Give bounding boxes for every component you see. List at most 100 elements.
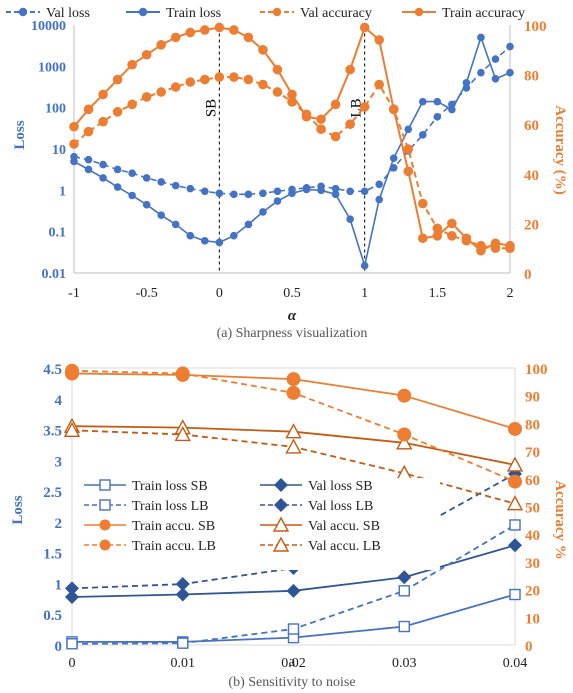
y-tick-label: 0.1 — [49, 226, 67, 241]
data-point — [375, 195, 384, 204]
legend-label: Val accu. LB — [308, 539, 381, 554]
data-point — [330, 99, 341, 110]
data-point — [98, 89, 108, 100]
data-point — [273, 197, 282, 205]
data-point — [230, 190, 238, 199]
legend-label: Train accu. SB — [132, 519, 215, 534]
legend-entry: Val accuracy — [260, 6, 372, 21]
data-point — [142, 174, 151, 182]
data-point — [83, 104, 94, 115]
data-point — [316, 114, 326, 125]
legend-entry: Val accu. SB — [260, 516, 380, 534]
data-point — [65, 581, 79, 596]
y-tick-label: 4.5 — [43, 362, 62, 378]
legend-entry: Train loss LB — [84, 499, 209, 514]
x-tick-label: 0.03 — [392, 656, 417, 671]
data-point — [388, 104, 399, 115]
y2label-b: Accuracy % — [552, 480, 568, 560]
data-point — [397, 570, 412, 585]
data-point — [177, 637, 189, 649]
caption-a: (a) Sharpness visualization — [217, 326, 368, 341]
data-point — [113, 183, 122, 191]
x-tick-label: 0 — [216, 286, 223, 301]
caption-b: (b) Sensitivity to noise — [228, 675, 355, 690]
y2-tick-label: 20 — [525, 584, 540, 600]
y2-tick-label: 40 — [524, 168, 539, 184]
x-tick-label: 0.5 — [283, 286, 301, 301]
legend-entry: Train loss SB — [84, 479, 208, 494]
y-tick-label: 0.01 — [42, 267, 67, 282]
data-point — [302, 185, 311, 194]
data-point — [215, 189, 224, 198]
legend-swatch-marker — [99, 479, 111, 491]
data-point — [419, 131, 427, 139]
legend-swatch-marker — [274, 478, 288, 492]
y2-tick-label: 60 — [525, 473, 540, 489]
legend-swatch-marker — [99, 499, 111, 511]
data-point — [170, 32, 181, 43]
x-tick-label: 0.01 — [171, 656, 196, 671]
y-tick-label: 1000 — [38, 60, 66, 75]
legend-a: Val loss Train loss Val accuracy Train accu… — [6, 6, 525, 21]
data-point — [84, 165, 93, 174]
data-point — [66, 638, 78, 650]
data-point — [448, 105, 456, 114]
y-tick-label: 3 — [55, 454, 63, 470]
x-tick-label: 1 — [361, 286, 368, 301]
data-point — [418, 198, 428, 209]
data-point — [288, 189, 296, 198]
data-point — [171, 220, 180, 229]
ylabel-a: Loss — [12, 120, 28, 149]
data-point — [396, 434, 413, 450]
data-point — [174, 426, 191, 442]
data-point — [175, 587, 190, 602]
y-tick-label: 1 — [59, 184, 66, 199]
y-tick-label: 2.5 — [43, 485, 62, 501]
data-point — [476, 245, 486, 256]
data-point — [112, 74, 123, 85]
data-point — [462, 78, 471, 87]
data-point — [65, 589, 79, 604]
data-point — [447, 218, 457, 229]
data-point — [84, 155, 93, 164]
data-point — [127, 99, 137, 110]
series-a — [69, 22, 515, 270]
legend-entry: Train loss — [126, 6, 221, 21]
data-point — [506, 42, 514, 51]
data-point — [331, 190, 340, 199]
legend-entry: Train accuracy — [402, 6, 525, 21]
legend-swatch-marker — [99, 539, 111, 551]
data-point — [403, 144, 414, 154]
legend-swatch-marker — [414, 7, 424, 17]
data-point — [186, 231, 195, 240]
y2label-a: Accuracy (%) — [552, 105, 568, 195]
y2-tick-label: 50 — [525, 501, 540, 517]
data-point — [128, 191, 136, 200]
legend-label: Val accu. SB — [308, 519, 380, 534]
series-train-loss-lb — [66, 519, 521, 650]
data-point — [317, 186, 325, 195]
data-point — [490, 238, 501, 249]
data-point — [175, 366, 190, 381]
data-point — [69, 139, 79, 149]
legend-entry: Train accu. LB — [84, 539, 216, 554]
legend-swatch-marker — [99, 519, 111, 531]
data-point — [244, 220, 253, 229]
legend-swatch-marker — [18, 7, 28, 17]
legend-entry: Train accu. SB — [84, 519, 215, 534]
x-tick-label: 0.02 — [281, 656, 306, 671]
series-train-accuracy — [69, 22, 515, 256]
data-point — [345, 119, 355, 129]
data-point — [142, 200, 151, 209]
y2-tick-label: 0 — [525, 639, 533, 655]
y2-tick-label: 30 — [525, 556, 540, 572]
y-tick-label: 10 — [52, 143, 66, 158]
chart-sharpness: Val loss Train loss Val accuracy Train accu… — [6, 6, 568, 341]
data-point — [83, 126, 94, 137]
data-point — [506, 68, 514, 77]
legend-entry: Val loss SB — [260, 478, 373, 494]
data-point — [432, 231, 443, 241]
y2-tick-label: 60 — [524, 118, 539, 134]
data-point — [286, 372, 301, 387]
